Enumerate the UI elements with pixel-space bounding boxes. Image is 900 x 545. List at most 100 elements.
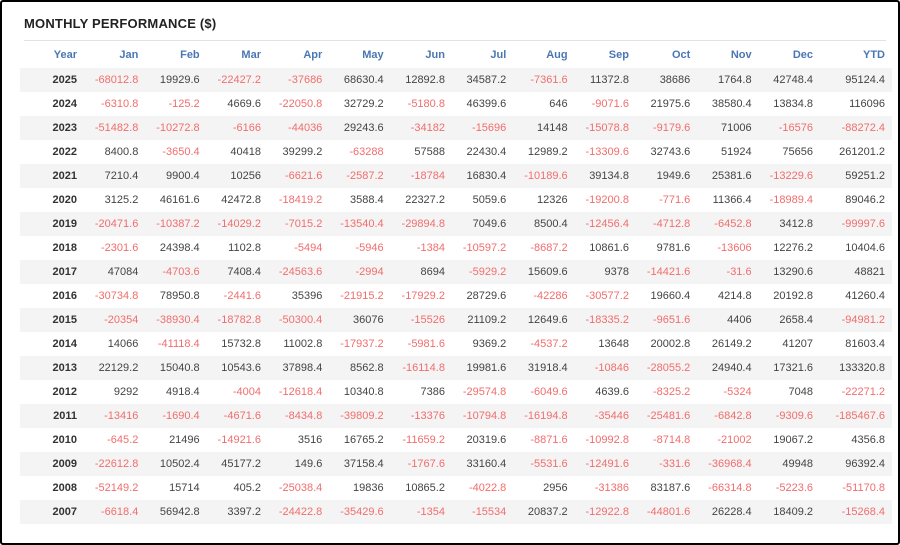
cell-apr: -18419.2: [278, 194, 323, 206]
cell-jan: -20354: [104, 314, 139, 326]
cell-oct: 32743.6: [650, 146, 691, 158]
cell-jan: 14066: [107, 338, 139, 350]
cell-jun: 12892.8: [405, 74, 445, 86]
cell-dec: -16576: [778, 122, 813, 134]
cell-jul: 19981.6: [466, 362, 507, 374]
cell-oct: 20002.8: [650, 338, 691, 350]
cell-may: 29243.6: [343, 122, 384, 134]
cell-aug: 12326: [537, 194, 568, 206]
cell-mar: -18782.8: [217, 314, 261, 326]
cell-mar: -2441.6: [223, 290, 261, 302]
cell-year: 2012: [52, 386, 77, 398]
cell-may: -39809.2: [340, 410, 384, 422]
cell-year: 2013: [52, 362, 77, 374]
table-body: 2025 -68012.8 19929.6 -22427.2 -37686 68630.4…: [20, 68, 892, 524]
cell-nov: 4214.8: [717, 290, 752, 302]
column-header-jul[interactable]: Jul: [490, 49, 507, 61]
cell-dec: 13834.8: [773, 98, 813, 110]
column-header-dec[interactable]: Dec: [792, 49, 813, 61]
cell-dec: 17321.6: [773, 362, 813, 374]
column-header-sep[interactable]: Sep: [608, 49, 629, 61]
cell-oct: -771.6: [659, 194, 691, 206]
cell-apr: -22050.8: [278, 98, 323, 110]
column-header-nov[interactable]: Nov: [730, 49, 752, 61]
cell-dec: 42748.4: [773, 74, 813, 86]
column-header-year[interactable]: Year: [53, 49, 77, 61]
table-row: 2022 8400.8 -3650.4 40418 39299.2 -63288 57588…: [20, 140, 892, 164]
column-header-feb[interactable]: Feb: [180, 49, 200, 61]
cell-jul: 22430.4: [466, 146, 507, 158]
cell-mar: 10256: [230, 170, 261, 182]
performance-table: Year Jan Feb Mar Apr May Jun Jul Aug Sep Oct Nov Dec…: [20, 41, 892, 524]
table-row: 2012 9292 4918.4 -4004 -12618.4 10340.8 7386 -2…: [20, 380, 892, 404]
cell-feb: -1690.4: [162, 410, 200, 422]
cell-may: 32729.2: [343, 98, 384, 110]
cell-jan: -6310.8: [101, 98, 139, 110]
cell-jan: 9292: [113, 386, 139, 398]
cell-year: 2009: [52, 458, 77, 470]
cell-mar: -14029.2: [217, 218, 261, 230]
cell-may: -17937.2: [340, 338, 384, 350]
cell-nov: -21002: [717, 434, 752, 446]
cell-apr: 39299.2: [282, 146, 323, 158]
column-header-ytd[interactable]: YTD: [863, 49, 885, 61]
cell-sep: -12491.6: [585, 458, 629, 470]
column-header-oct[interactable]: Oct: [671, 49, 691, 61]
cell-oct: 38686: [659, 74, 691, 86]
cell-apr: -50300.4: [278, 314, 323, 326]
cell-apr: -44036: [288, 122, 323, 134]
cell-jul: 5059.6: [472, 194, 507, 206]
column-header-jun[interactable]: Jun: [425, 49, 445, 61]
cell-feb: 24398.4: [159, 242, 200, 254]
table-row: 2014 14066 -41118.4 15732.8 11002.8 -17937.2 -…: [20, 332, 892, 356]
cell-dec: -9309.6: [775, 410, 813, 422]
cell-jun: -11659.2: [402, 434, 445, 446]
cell-feb: 10502.4: [159, 458, 200, 470]
table-row: 2011 -13416 -1690.4 -4671.6 -8434.8 -39809.2 -…: [20, 404, 892, 428]
cell-feb: -38930.4: [156, 314, 200, 326]
cell-oct: -8714.8: [652, 434, 691, 446]
table-row: 2017 47084 -4703.6 7408.4 -24563.6 -2994 8694 -…: [20, 260, 892, 284]
cell-sep: -13309.6: [585, 146, 629, 158]
cell-jun: -5981.6: [407, 338, 445, 350]
cell-mar: 15732.8: [221, 338, 261, 350]
cell-may: -13540.4: [340, 218, 384, 230]
cell-jul: 33160.4: [466, 458, 507, 470]
cell-mar: -22427.2: [217, 74, 261, 86]
cell-apr: -7015.2: [285, 218, 323, 230]
cell-oct: -14421.6: [646, 266, 691, 278]
cell-dec: 2658.4: [779, 314, 813, 326]
cell-jul: -5929.2: [468, 266, 507, 278]
cell-jul: -15534: [472, 506, 507, 518]
cell-ytd: -185467.6: [835, 410, 885, 422]
cell-jun: -1384: [416, 242, 445, 254]
cell-jan: -30734.8: [94, 290, 139, 302]
column-header-may[interactable]: May: [362, 49, 384, 61]
table-row: 2024 -6310.8 -125.2 4669.6 -22050.8 32729.2 -5…: [20, 92, 892, 116]
cell-apr: -5494: [294, 242, 323, 254]
cell-jan: 7210.4: [104, 170, 139, 182]
cell-jun: 57588: [414, 146, 445, 158]
cell-may: -2994: [355, 266, 384, 278]
cell-jan: -52149.2: [94, 482, 139, 494]
cell-aug: -10189.6: [524, 170, 568, 182]
cell-ytd: 96392.4: [845, 458, 885, 470]
widget-title: MONTHLY PERFORMANCE ($): [24, 16, 217, 31]
cell-may: 36076: [353, 314, 384, 326]
cell-jul: -29574.8: [462, 386, 507, 398]
column-header-jan[interactable]: Jan: [119, 49, 139, 61]
cell-ytd: -99997.6: [841, 218, 885, 230]
cell-dec: 13290.6: [773, 266, 813, 278]
cell-sep: -35446: [594, 410, 629, 422]
column-header-aug[interactable]: Aug: [546, 49, 568, 61]
cell-feb: 9900.4: [166, 170, 200, 182]
cell-jul: -15696: [472, 122, 507, 134]
column-header-mar[interactable]: Mar: [241, 49, 261, 61]
column-header-apr[interactable]: Apr: [303, 49, 323, 61]
cell-nov: 4406: [727, 314, 752, 326]
cell-dec: 41207: [782, 338, 813, 350]
cell-jan: 8400.8: [104, 146, 139, 158]
cell-feb: 21496: [169, 434, 200, 446]
cell-dec: -18989.4: [769, 194, 813, 206]
cell-aug: 8500.4: [533, 218, 568, 230]
